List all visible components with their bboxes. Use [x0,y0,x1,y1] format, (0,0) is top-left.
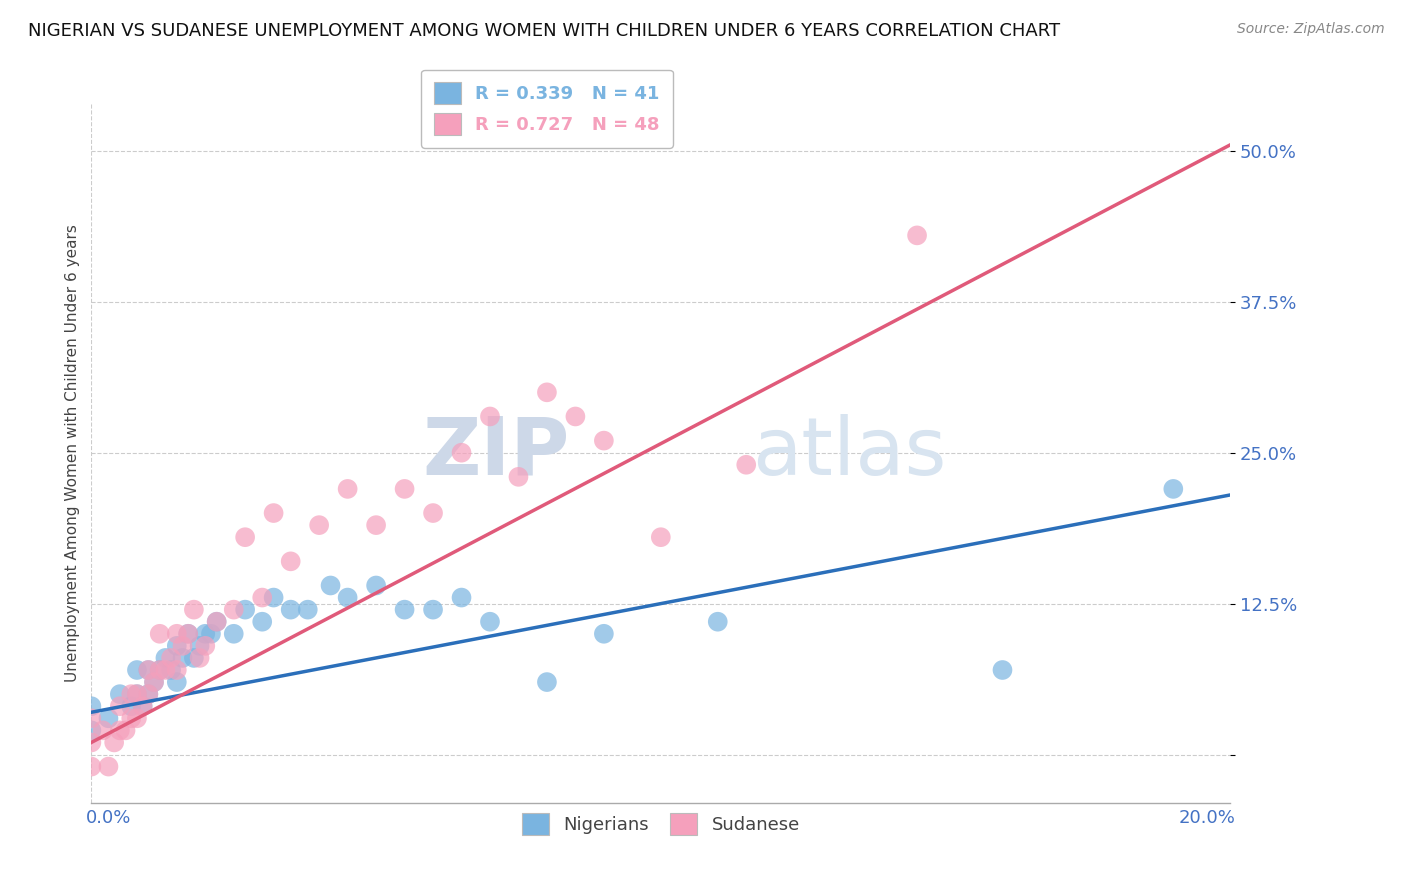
Point [125,687,148,701]
Point [149,663,172,677]
Point [108,723,131,738]
Point [91,723,114,738]
Point [233,602,256,616]
Point [536,675,558,690]
Point [564,409,586,424]
Point [131,699,153,714]
Text: Source: ZipAtlas.com: Source: ZipAtlas.com [1237,22,1385,37]
Point [149,627,172,641]
Point [108,699,131,714]
Point [364,578,387,592]
Point [194,639,217,653]
Point [177,627,200,641]
Point [650,530,672,544]
Point [394,602,416,616]
Point [108,687,131,701]
Text: ZIP: ZIP [422,414,569,491]
Point [194,627,217,641]
Point [143,675,166,690]
Point [120,687,142,701]
Point [205,615,228,629]
Point [80,711,103,725]
Point [125,663,148,677]
Point [422,602,444,616]
Point [450,446,472,460]
Point [166,639,188,653]
Legend: Nigerians, Sudanese: Nigerians, Sudanese [510,803,811,847]
Point [905,228,928,243]
Point [160,651,183,665]
Point [280,554,302,568]
Point [143,675,166,690]
Point [263,591,285,605]
Text: 20.0%: 20.0% [1180,809,1236,827]
Point [172,651,194,665]
Point [478,615,502,629]
Point [336,591,359,605]
Point [222,627,245,641]
Point [114,723,136,738]
Point [80,723,103,738]
Point [138,663,160,677]
Point [183,651,205,665]
Point [336,482,359,496]
Point [364,518,387,533]
Point [183,602,205,616]
Point [394,482,416,496]
Point [319,578,342,592]
Point [478,409,502,424]
Point [422,506,444,520]
Point [138,663,160,677]
Point [149,663,172,677]
Y-axis label: Unemployment Among Women with Children Under 6 years: Unemployment Among Women with Children U… [65,224,80,681]
Point [450,591,472,605]
Point [103,735,125,749]
Point [120,711,142,725]
Point [280,602,302,616]
Point [593,627,616,641]
Point [991,663,1014,677]
Text: 0.0%: 0.0% [86,809,131,827]
Point [97,711,120,725]
Point [205,615,228,629]
Text: NIGERIAN VS SUDANESE UNEMPLOYMENT AMONG WOMEN WITH CHILDREN UNDER 6 YEARS CORREL: NIGERIAN VS SUDANESE UNEMPLOYMENT AMONG … [28,22,1060,40]
Point [131,699,153,714]
Point [160,663,183,677]
Point [120,699,142,714]
Point [177,627,200,641]
Point [508,470,530,484]
Point [97,759,120,773]
Point [250,615,273,629]
Point [80,699,103,714]
Point [735,458,758,472]
Point [166,663,188,677]
Point [222,602,245,616]
Point [593,434,616,448]
Point [155,663,177,677]
Point [155,651,177,665]
Point [166,627,188,641]
Point [172,639,194,653]
Point [297,602,319,616]
Point [125,711,148,725]
Point [233,530,256,544]
Point [138,687,160,701]
Point [125,687,148,701]
Point [536,385,558,400]
Point [1161,482,1184,496]
Point [80,735,103,749]
Point [706,615,728,629]
Point [80,759,103,773]
Point [166,675,188,690]
Point [200,627,222,641]
Point [250,591,273,605]
Point [188,651,211,665]
Point [188,639,211,653]
Point [308,518,330,533]
Point [263,506,285,520]
Text: atlas: atlas [752,414,946,491]
Point [138,687,160,701]
